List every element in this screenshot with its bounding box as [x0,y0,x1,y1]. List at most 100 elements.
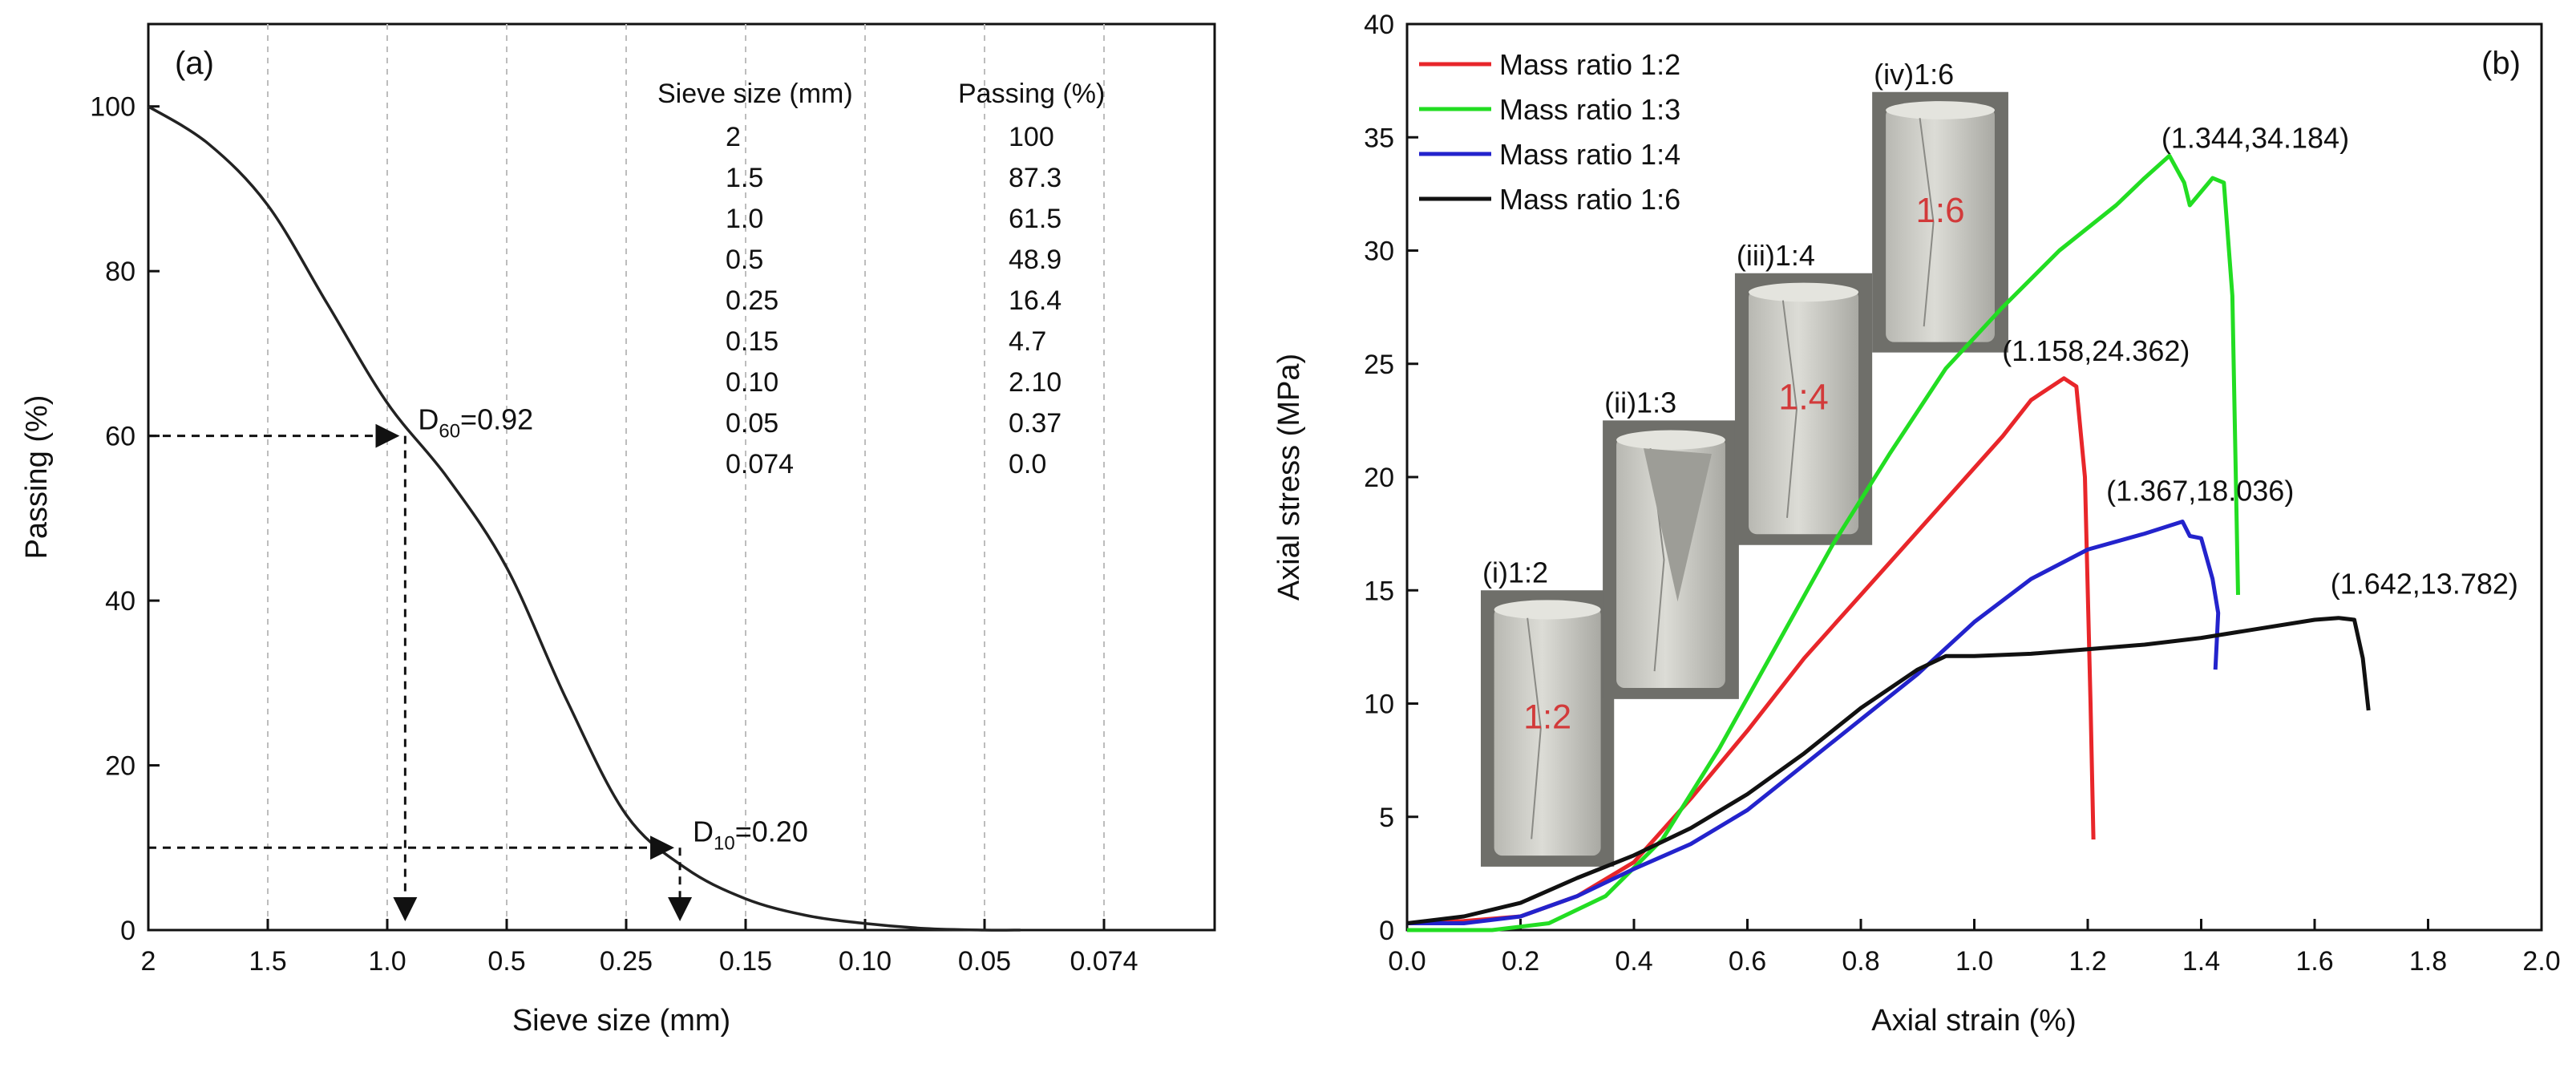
specimen-crack [1781,300,1798,518]
specimen-cylinder [1494,606,1601,856]
panel-a-y-tick-label: 20 [105,751,135,782]
panel-b-y-axis-title: Axial stress (MPa) [1272,354,1306,601]
sieve-table-cell-size: 1.5 [726,163,763,193]
sieve-table-cell-size: 0.10 [726,367,778,398]
panel-b-x-tick-label: 1.4 [2182,946,2220,977]
sieve-table-header-size: Sieve size (mm) [657,79,853,109]
panel-b-y-tick-label: 25 [1364,350,1394,380]
panel-a-series [148,105,1021,932]
specimen-cylinder [1886,107,1995,342]
panel-b-y-tick-label: 35 [1364,123,1394,153]
specimen-spall [1644,448,1712,602]
panel-b-y-tick-label: 40 [1364,10,1394,40]
panel-b-y-tick-label: 5 [1379,803,1394,833]
legend-entry: Mass ratio 1:4 [1499,138,1680,171]
legend-entry: Mass ratio 1:6 [1499,183,1680,216]
specimen-marking: 1:6 [1915,191,1964,230]
series-line-mass-ratio-1-3 [1407,153,2240,932]
sieve-table-cell-size: 2 [726,122,741,152]
specimen-photo-1: 1:2 (i)1:2 [1480,556,1615,867]
panel-b-y-axis: 0 5 10 15 20 25 30 35 40 [1364,10,1418,946]
series-line-mass-ratio-1-4 [1407,520,2221,925]
panel-a-gradation-chart: 0 20 40 60 80 100 2 1.5 1.0 0.5 0.25 0.15 0.10 0.05 0… [20,22,1216,1038]
panel-b-x-tick-label: 1.6 [2295,946,2333,977]
panel-a-x-tick-label: 0.15 [719,946,772,977]
panel-b-legend: Mass ratio 1:2 Mass ratio 1:3 Mass ratio 1… [1419,48,1680,216]
panel-b-x-tick-label: 1.2 [2068,946,2106,977]
specimen-marking: 1:4 [1778,376,1829,417]
legend-entry: Mass ratio 1:2 [1499,48,1680,81]
panel-b-x-tick-label: 0.6 [1729,946,1766,977]
peak-label: (1.642,13.782) [2331,568,2518,601]
peak-label: (1.158,24.362) [2002,334,2190,367]
sieve-table-cell-passing: 100 [1009,122,1054,152]
panel-b-series [1406,153,2371,932]
sieve-table-cell-size: 0.15 [726,326,778,357]
panel-a-label: (a) [175,46,214,81]
sieve-table-cell-size: 0.05 [726,408,778,439]
sieve-table-cell-passing: 0.37 [1009,408,1062,439]
sieve-table-cell-size: 0.25 [726,285,778,316]
specimen-top [1616,430,1725,450]
specimen-caption: (iv)1:6 [1874,58,1954,91]
series-line-mass-ratio-1-6 [1406,616,2371,925]
specimen-cylinder [1749,289,1859,535]
panel-b-stress-strain-chart: 0 5 10 15 20 25 30 35 40 0.0 0.2 0.4 0.6 0.8 1.0 1.2 1.… [1272,10,2561,1038]
sieve-table-cell-size: 0.074 [726,449,794,479]
panel-a-y-tick-label: 40 [105,586,135,617]
panel-a-x-tick-label: 1.0 [368,946,406,977]
peak-label: (1.367,18.036) [2106,474,2294,507]
panel-b-x-axis: 0.0 0.2 0.4 0.6 0.8 1.0 1.2 1.4 1.6 1.8 2.0 [1388,919,2561,977]
specimen-caption: (i)1:2 [1482,556,1548,589]
panel-b-x-axis-title: Axial strain (%) [1871,1004,2077,1038]
panel-b-x-tick-label: 0.0 [1388,946,1425,977]
sieve-table-cell-passing: 61.5 [1009,204,1062,234]
specimen-crack [1919,118,1935,327]
panel-b-peak-labels: (1.344,34.184) (1.158,24.362) (1.367,18.03… [2002,121,2518,600]
panel-a-x-tick-label: 0.074 [1070,946,1138,977]
specimen-photo-3: 1:4 (iii)1:4 [1734,239,1873,545]
panel-a-annotations: D60=0.92 D10=0.20 [148,403,808,921]
peak-label: (1.344,34.184) [2161,121,2349,154]
sieve-table-cell-passing: 16.4 [1009,285,1062,316]
specimen-marking: 1:2 [1523,698,1571,737]
panel-b-x-tick-label: 0.4 [1615,946,1652,977]
panel-b-y-tick-label: 10 [1364,690,1394,720]
specimen-photos: 1:2 (i)1:2 (ii)1:3 1:4 (iii)1:4 1:6 (iv)1:6 [1480,58,2008,867]
panel-a-x-tick-label: 1.5 [249,946,286,977]
panel-a-y-tick-label: 0 [120,916,135,946]
panel-b-y-tick-label: 0 [1379,916,1394,946]
panel-b-y-tick-label: 20 [1364,463,1394,493]
sieve-table-cell-size: 1.0 [726,204,763,234]
panel-a-x-tick-label: 0.25 [600,946,653,977]
panel-a-x-tick-label: 0.10 [839,946,892,977]
panel-a-x-axis-title: Sieve size (mm) [512,1004,730,1038]
specimen-top [1886,101,1995,119]
d60-label: D60=0.92 [418,403,533,443]
panel-b-x-tick-label: 1.8 [2409,946,2447,977]
panel-b-y-tick-label: 15 [1364,576,1394,606]
panel-b-x-tick-label: 0.8 [1842,946,1879,977]
specimen-top [1749,282,1859,302]
sieve-table-cell-passing: 48.9 [1009,245,1062,275]
panel-b-x-tick-label: 0.2 [1502,946,1539,977]
specimen-crack [1527,617,1542,839]
sieve-table-cell-passing: 0.0 [1009,449,1046,479]
sieve-table-header-passing: Passing (%) [958,79,1105,109]
specimen-caption: (ii)1:3 [1604,386,1676,419]
panel-a-y-tick-label: 100 [90,92,135,123]
specimen-photo-4: 1:6 (iv)1:6 [1872,58,2008,353]
legend-entry: Mass ratio 1:3 [1499,93,1680,126]
specimen-caption: (iii)1:4 [1737,239,1815,272]
panel-b-label: (b) [2481,46,2521,81]
sieve-table: Sieve size (mm) Passing (%) 2 100 1.5 87.3 1.0… [657,79,1105,479]
panel-b-y-tick-label: 30 [1364,237,1394,267]
panel-b-x-tick-label: 2.0 [2522,946,2560,977]
gradation-curve [148,105,1021,932]
specimen-top [1494,600,1601,620]
panel-a-x-tick-label: 0.5 [487,946,525,977]
panel-a-x-axis: 2 1.5 1.0 0.5 0.25 0.15 0.10 0.05 0.074 [141,919,1138,977]
panel-a-x-tick-label: 0.05 [958,946,1011,977]
sieve-table-cell-passing: 87.3 [1009,163,1062,193]
